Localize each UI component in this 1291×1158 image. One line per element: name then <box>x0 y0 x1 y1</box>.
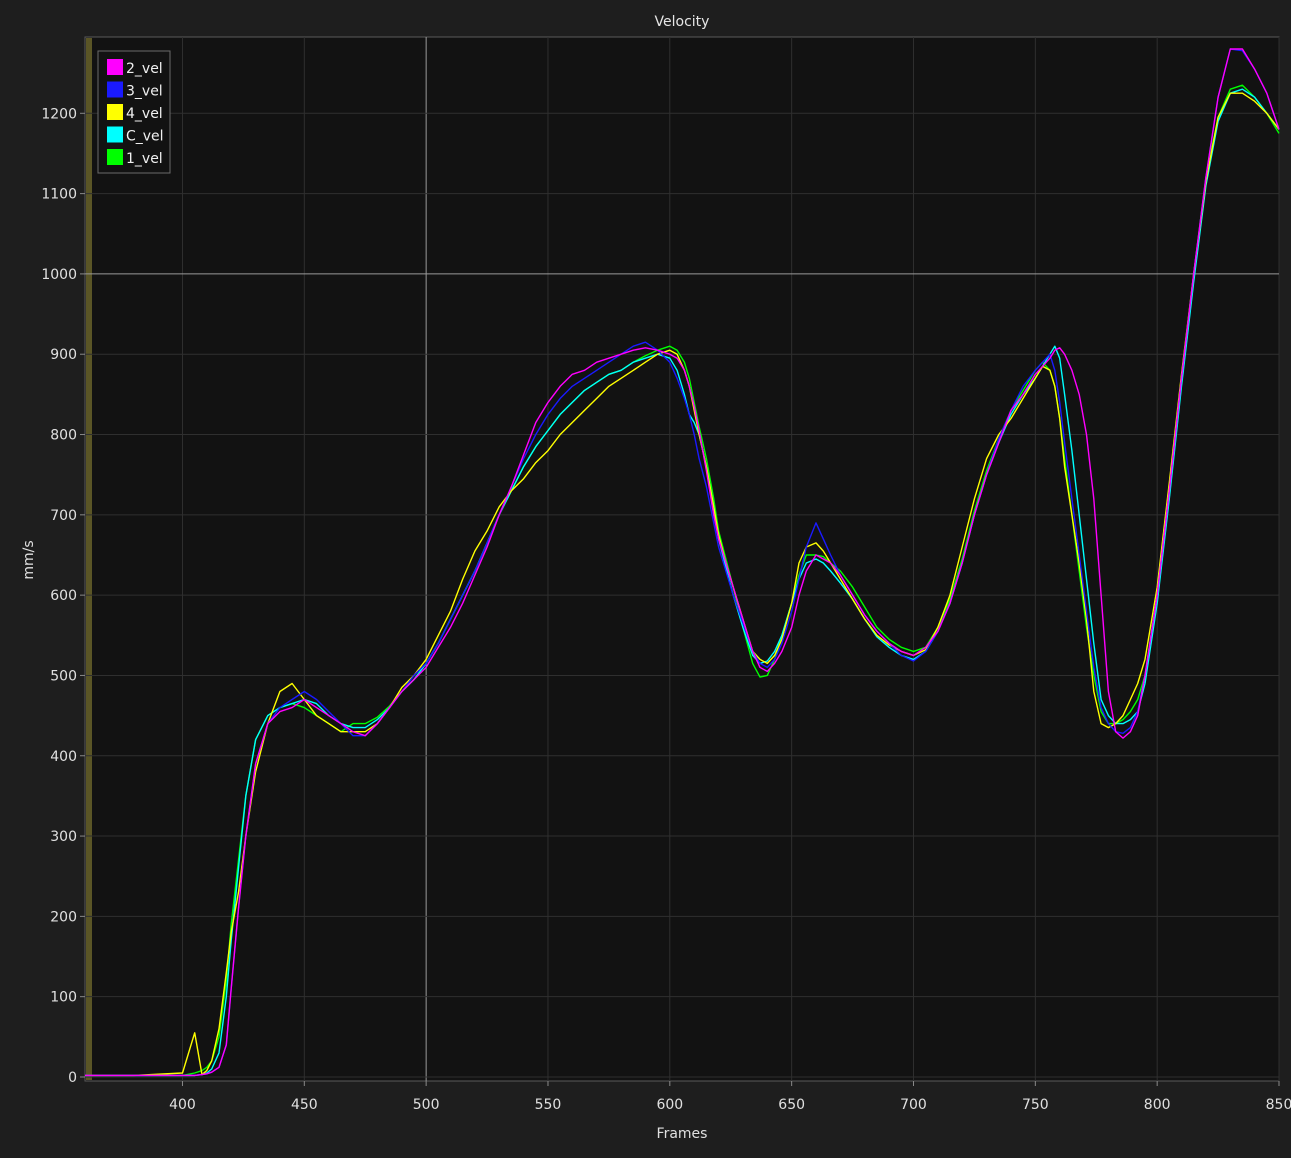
series-layer <box>85 48 1280 1077</box>
y-tick-label: 900 <box>50 347 77 363</box>
legend-label-2_vel[interactable]: 2_vel <box>126 61 163 77</box>
legend-label-4_vel[interactable]: 4_vel <box>126 106 163 122</box>
y-tick-label: 600 <box>50 588 77 604</box>
series-line-2_vel <box>85 48 1280 1077</box>
y-tick-label: 400 <box>50 749 77 765</box>
legend-swatch-1_vel[interactable] <box>107 149 123 165</box>
legend-swatch-C_vel[interactable] <box>107 126 123 143</box>
y-tick-label: 100 <box>50 990 77 1006</box>
y-tick-label: 200 <box>50 909 77 925</box>
x-tick-label: 550 <box>535 1097 562 1113</box>
legend-swatch-3_vel[interactable] <box>107 81 123 98</box>
x-tick-label: 600 <box>656 1097 683 1113</box>
legend-swatch-4_vel[interactable] <box>107 104 123 120</box>
y-tick-label: 500 <box>50 668 77 684</box>
plot-left-edge-bar <box>86 38 92 1080</box>
x-axis-label: Frames <box>657 1126 708 1142</box>
legend[interactable]: 2_vel 3_vel 4_vel C_vel 1_vel <box>97 50 171 174</box>
legend-label-3_vel[interactable]: 3_vel <box>126 84 163 100</box>
x-tick-label: 400 <box>169 1097 196 1113</box>
y-tick-label: 1100 <box>41 187 77 203</box>
x-tick-label: 450 <box>291 1097 318 1113</box>
y-tick-label: 0 <box>68 1070 77 1086</box>
grid <box>85 37 1280 1081</box>
y-axis-label: mm/s <box>21 540 37 579</box>
y-tick-label: 1200 <box>41 106 77 122</box>
x-tick-label: 500 <box>413 1097 440 1113</box>
y-tick-label: 300 <box>50 829 77 845</box>
y-tick-label: 800 <box>50 428 77 444</box>
x-tick-label: 700 <box>900 1097 927 1113</box>
x-tick-label: 800 <box>1144 1097 1171 1113</box>
x-tick-label: 650 <box>778 1097 805 1113</box>
legend-swatch-2_vel[interactable] <box>107 59 123 75</box>
x-tick-label: 750 <box>1022 1097 1049 1113</box>
series-line-3_vel <box>85 48 1280 1077</box>
legend-label-C_vel[interactable]: C_vel <box>126 129 164 145</box>
legend-label-1_vel[interactable]: 1_vel <box>126 151 163 167</box>
axes: 400 450 500 550 600 650 700 750 800 850 0 100 200 300… <box>41 106 1291 1113</box>
chart-title: Velocity <box>655 14 710 30</box>
y-tick-label: 700 <box>50 508 77 524</box>
y-tick-label: 1000 <box>41 267 77 283</box>
x-tick-label: 850 <box>1266 1097 1291 1113</box>
